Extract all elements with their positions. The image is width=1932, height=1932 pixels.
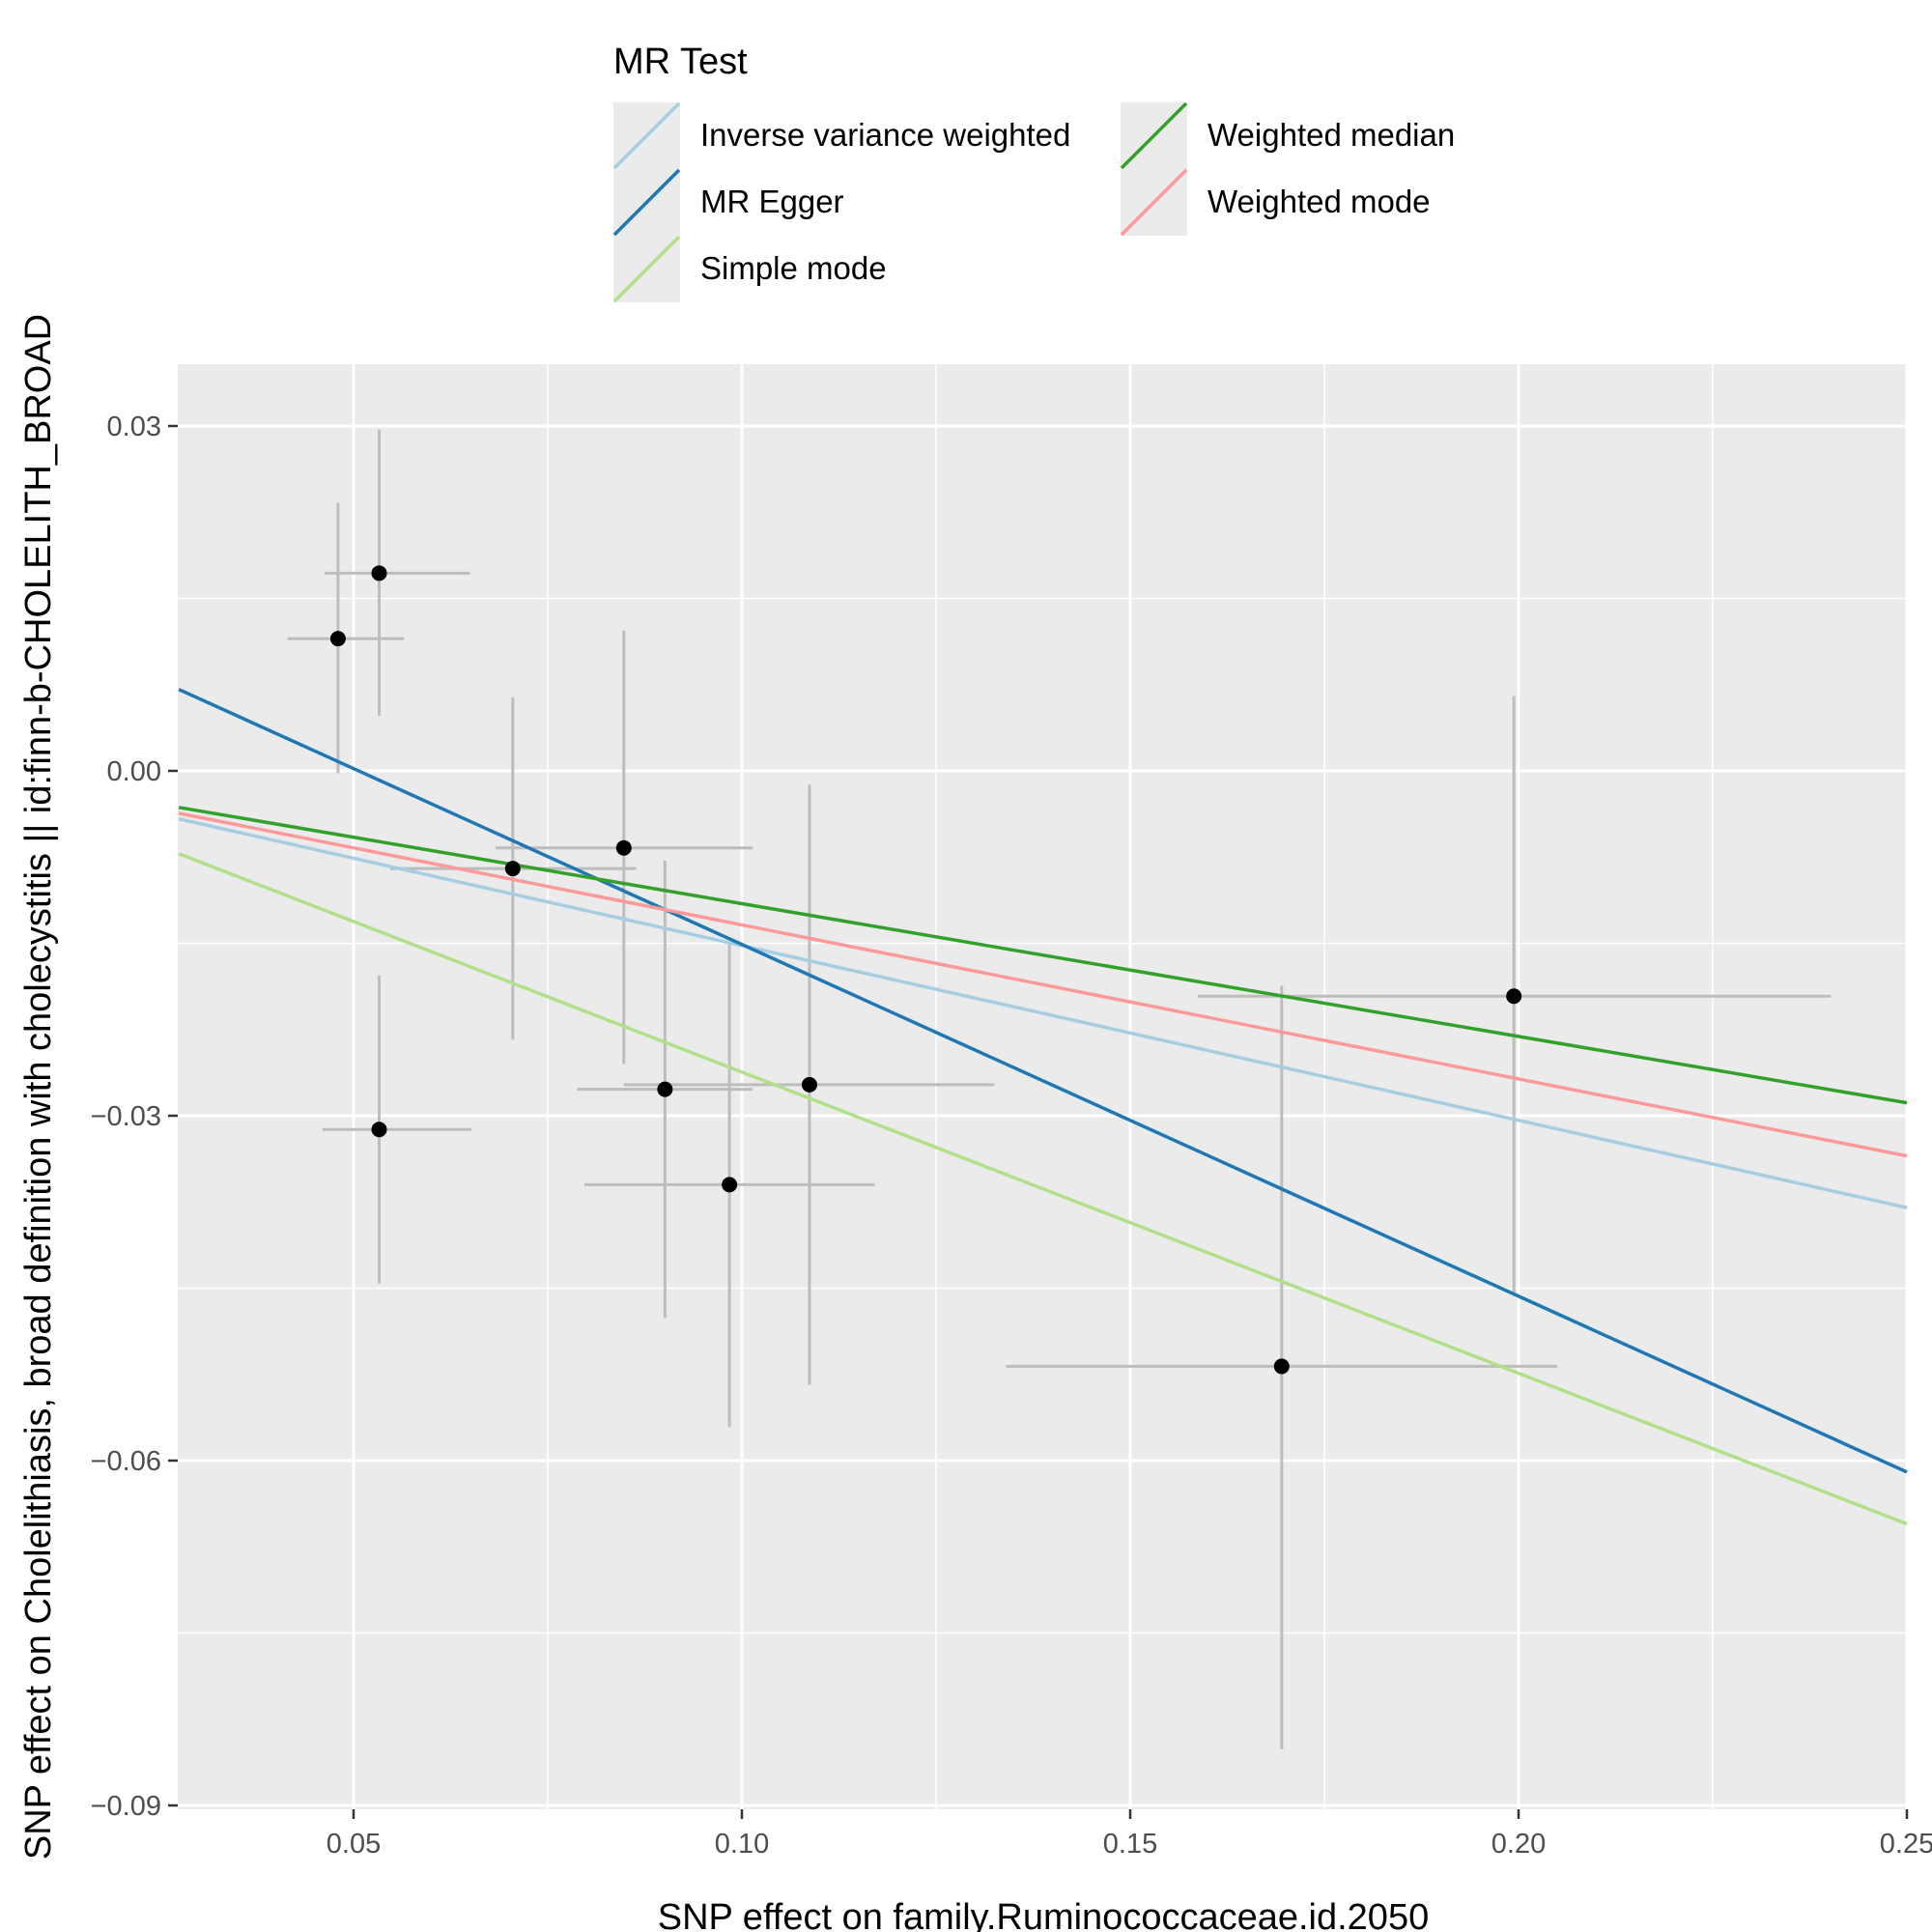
legend-label-weighted-median: Weighted median [1208, 117, 1455, 153]
data-point [371, 1122, 387, 1138]
x-tick-label: 0.20 [1492, 1829, 1546, 1860]
line-inverse-variance-weighted [178, 817, 1908, 1209]
legend-swatch-mr-egger [612, 168, 681, 237]
y-tick-label: −0.06 [91, 1446, 161, 1477]
legend: MR Test Inverse variance weighted MR Egge… [612, 42, 1455, 303]
data-point [504, 861, 521, 877]
data-points [329, 565, 1522, 1375]
y-tick-label: −0.03 [91, 1101, 161, 1132]
legend-label-simple-mode: Simple mode [700, 250, 887, 286]
x-tick-label: 0.05 [327, 1829, 381, 1860]
line-weighted-median [178, 806, 1908, 1105]
data-point [615, 839, 632, 856]
line-mr-egger [178, 688, 1908, 1474]
major-gridlines [178, 364, 1909, 1809]
data-point [801, 1076, 817, 1093]
legend-swatch-weighted-median [1120, 101, 1188, 170]
line-weighted-mode [178, 811, 1908, 1158]
legend-label-weighted-mode: Weighted mode [1208, 184, 1431, 219]
y-tick-label: −0.09 [91, 1791, 161, 1822]
data-point [1273, 1358, 1290, 1375]
x-tick-label: 0.10 [715, 1829, 769, 1860]
y-axis-title: SNP effect on Cholelithiasis, broad defi… [18, 314, 59, 1860]
minor-gridlines [178, 364, 1908, 1809]
x-axis-title: SNP effect on family.Ruminococcaceae.id.… [658, 1897, 1429, 1932]
legend-title: MR Test [613, 42, 748, 82]
line-simple-mode [178, 852, 1908, 1526]
legend-swatch-inverse-variance-weighted [612, 101, 681, 170]
legend-swatch-simple-mode [612, 235, 681, 303]
y-tick-label: 0.00 [107, 756, 161, 787]
legend-label-inverse-variance-weighted: Inverse variance weighted [700, 117, 1070, 153]
data-point [371, 565, 387, 582]
x-tick-label: 0.15 [1103, 1829, 1157, 1860]
axes: 0.05 0.10 0.15 0.20 0.25 0.03 0.00 −0.03 −0.06 −0… [91, 412, 1932, 1860]
data-point [329, 631, 346, 647]
x-tick-label: 0.25 [1880, 1829, 1932, 1860]
plot-panel [178, 364, 1908, 1809]
data-point [657, 1081, 673, 1097]
y-tick-label: 0.03 [107, 412, 161, 442]
legend-swatch-weighted-mode [1120, 168, 1188, 237]
regression-lines [178, 688, 1908, 1526]
data-point [722, 1177, 738, 1193]
data-point [1506, 988, 1522, 1005]
legend-label-mr-egger: MR Egger [700, 184, 844, 219]
